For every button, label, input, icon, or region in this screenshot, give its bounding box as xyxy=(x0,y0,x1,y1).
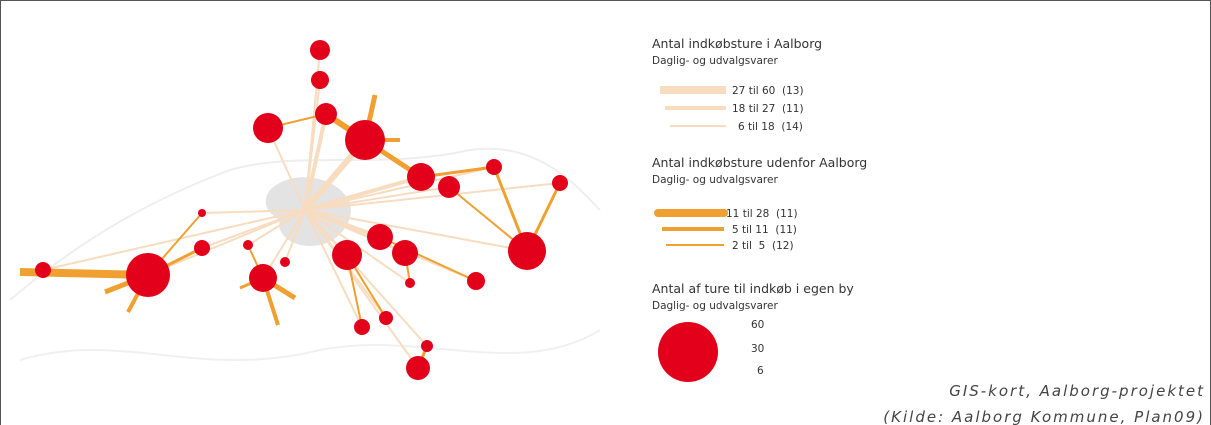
legend-item: 5 til 11 (11) xyxy=(732,224,797,236)
town xyxy=(405,278,415,288)
legend-subtitle: Daglig- og udvalgsvarer xyxy=(652,174,778,186)
town xyxy=(407,163,435,191)
town xyxy=(35,262,51,278)
boundary xyxy=(19,329,601,361)
town xyxy=(421,340,433,352)
legend-title: Antal indkøbsture i Aalborg xyxy=(652,36,822,51)
flow-inside xyxy=(147,209,306,276)
legend-item: 60 xyxy=(751,319,764,331)
town xyxy=(280,257,290,267)
town xyxy=(392,240,418,266)
legend-item: 2 til 5 (12) xyxy=(732,240,794,252)
flow-inside xyxy=(304,166,495,211)
legend-title: Antal indkøbsture udenfor Aalborg xyxy=(652,155,867,170)
flow-inside xyxy=(304,182,561,211)
town xyxy=(508,232,546,270)
flow-inside xyxy=(304,175,422,212)
legend-item: 6 til 18 (14) xyxy=(738,121,803,133)
flow-inside xyxy=(304,209,363,328)
town xyxy=(332,240,362,270)
legend-subtitle: Daglig- og udvalgsvarer xyxy=(652,300,778,312)
legend-item: 18 til 27 (11) xyxy=(732,103,804,115)
caption: GIS-kort, Aalborg-projektet xyxy=(949,382,1205,400)
legend-subtitle: Daglig- og udvalgsvarer xyxy=(652,55,778,67)
flow-inside xyxy=(284,209,306,263)
coast xyxy=(9,147,601,301)
town xyxy=(249,264,277,292)
town xyxy=(486,159,502,175)
caption: (Kilde: Aalborg Kommune, Plan09) xyxy=(883,408,1205,425)
town xyxy=(198,209,206,217)
flow-inside xyxy=(201,209,306,214)
town xyxy=(243,240,253,250)
legend-circle xyxy=(658,322,718,382)
town xyxy=(345,120,385,160)
town xyxy=(126,253,170,297)
town xyxy=(315,103,337,125)
town xyxy=(194,240,210,256)
legend-title: Antal af ture til indkøb i egen by xyxy=(652,281,854,296)
legend-item: 11 til 28 (11) xyxy=(726,208,798,220)
legend-item: 30 xyxy=(751,343,764,355)
town xyxy=(552,175,568,191)
flow-inside xyxy=(304,209,477,282)
legend-item: 27 til 60 (13) xyxy=(732,85,804,97)
town xyxy=(438,176,460,198)
town xyxy=(354,319,370,335)
flow-inside xyxy=(304,209,528,252)
town xyxy=(406,356,430,380)
flow-inside xyxy=(304,209,428,347)
town xyxy=(311,71,329,89)
town xyxy=(253,113,283,143)
town xyxy=(379,311,393,325)
town xyxy=(367,224,393,250)
flow-inside xyxy=(247,209,306,246)
map xyxy=(9,40,601,380)
legend-item: 6 xyxy=(757,365,764,377)
flow-inside xyxy=(42,209,306,271)
flow-inside xyxy=(303,113,328,211)
flow-inside xyxy=(304,209,419,369)
flow-inside xyxy=(304,186,450,211)
flow-inside xyxy=(304,79,321,211)
town xyxy=(310,40,330,60)
town xyxy=(467,272,485,290)
legend: Antal indkøbsture i Aalborg Daglig- og u… xyxy=(652,36,867,382)
